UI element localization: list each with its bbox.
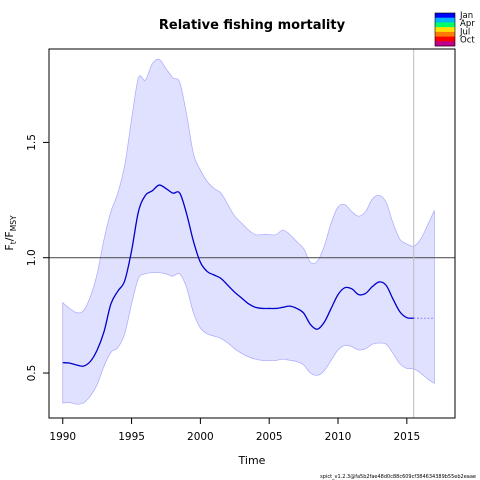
legend-label: Apr	[460, 19, 475, 29]
y-tick-label: 0.5	[26, 365, 38, 382]
x-tick-label: 2010	[325, 431, 352, 443]
y-axis: 0.5 1.0 1.5	[26, 134, 50, 382]
plot-area	[49, 49, 455, 418]
legend-swatch	[435, 13, 455, 19]
confidence-band	[62, 58, 435, 405]
x-tick-label: 1990	[49, 431, 76, 443]
legend-label: Jan	[459, 11, 473, 21]
x-axis: 1990 1995 2000 2005 2010 2015	[49, 417, 420, 443]
version-footer: spict_v1.2.3@fa5b2fae48d0c88c609cf384634…	[320, 474, 476, 480]
x-tick-label: 2015	[393, 431, 420, 443]
y-axis-label-mid: /F	[3, 231, 16, 241]
y-axis-label-sub1: t	[9, 241, 18, 244]
legend-label: Jul	[459, 27, 470, 37]
legend-frame	[434, 12, 456, 47]
y-axis-label-sub2: MSY	[9, 215, 18, 231]
legend-swatch	[435, 27, 455, 33]
chart-title: Relative fishing mortality	[159, 18, 346, 33]
legend-swatch	[435, 22, 455, 28]
legend-swatch	[435, 17, 455, 23]
y-axis-label-main: F	[3, 244, 16, 250]
y-tick-label: 1.5	[26, 134, 38, 151]
y-axis-label: Ft/FMSY	[3, 215, 18, 251]
legend-swatch	[435, 41, 455, 47]
x-axis-label: Time	[238, 454, 266, 467]
x-tick-label: 2000	[187, 431, 214, 443]
x-tick-label: 1995	[118, 431, 145, 443]
legend-color-bar	[434, 12, 456, 47]
y-tick-label: 1.0	[26, 249, 38, 266]
legend-label: Oct	[460, 36, 475, 46]
x-tick-label: 2005	[256, 431, 283, 443]
estimate-line	[62, 184, 414, 367]
legend-swatch	[435, 31, 455, 37]
legend-swatch	[435, 36, 455, 42]
